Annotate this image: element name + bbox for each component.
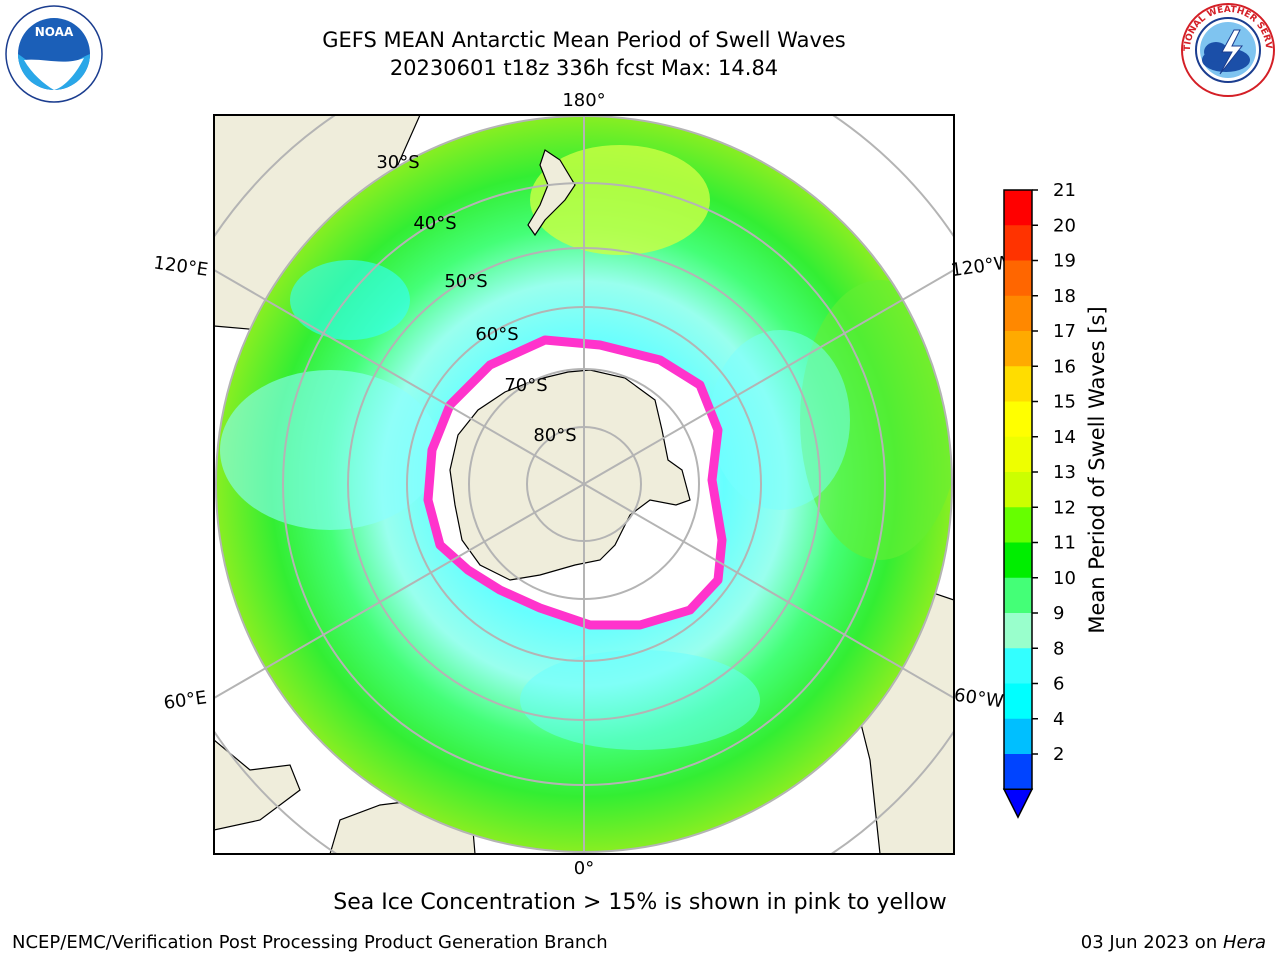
lon-label-120e: 120°E xyxy=(152,252,209,280)
colorbar: 21 20 19 18 17 16 15 14 13 12 11 10 9 8 6 4 2 xyxy=(1002,180,1076,819)
colorbar-extend-arrow xyxy=(1002,788,1034,819)
lat-label-80s: 80°S xyxy=(533,425,576,446)
noaa-logo: NOAA xyxy=(5,5,103,103)
colorbar-swatch xyxy=(1004,507,1032,543)
noaa-logo-text: NOAA xyxy=(35,25,74,39)
colorbar-swatch xyxy=(1004,472,1032,508)
colorbar-tick-label: 14 xyxy=(1053,427,1076,448)
lon-label-0: 0° xyxy=(574,858,594,879)
colorbar-tick-label: 18 xyxy=(1053,286,1076,307)
date-text: 03 Jun 2023 on xyxy=(1080,932,1223,953)
colorbar-tick-label: 17 xyxy=(1053,321,1076,342)
colorbar-tick-label: 21 xyxy=(1053,180,1076,201)
new-zealand-land xyxy=(527,149,576,237)
map-frame xyxy=(213,114,955,855)
colorbar-tick-label: 9 xyxy=(1053,603,1064,624)
colorbar-swatch xyxy=(1004,260,1032,297)
colorbar-tick-label: 19 xyxy=(1053,251,1076,272)
colorbar-swatch xyxy=(1004,295,1032,332)
colorbar-swatch xyxy=(1004,366,1032,402)
colorbar-tick-label: 15 xyxy=(1053,392,1076,413)
colorbar-tick-label: 20 xyxy=(1053,215,1076,236)
colorbar-tick-label: 6 xyxy=(1053,674,1064,695)
colorbar-swatch xyxy=(1004,613,1032,649)
host-text: Hera xyxy=(1222,932,1266,953)
date-stamp: 03 Jun 2023 on Hera xyxy=(1081,932,1266,953)
colorbar-swatch xyxy=(1004,331,1032,367)
lat-label-40s: 40°S xyxy=(413,213,456,234)
colorbar-tick-label: 2 xyxy=(1053,744,1064,765)
colorbar-swatch xyxy=(1004,754,1032,790)
lon-label-60w: 60°W xyxy=(953,685,1005,713)
colorbar-swatch xyxy=(1004,190,1032,226)
colorbar-tick-label: 12 xyxy=(1053,497,1076,518)
polar-map: 180° 120°E 120°W 60°E 60°W 0° 30°S 40°S … xyxy=(152,90,1109,879)
nws-logo: NATIONAL WEATHER SERVICE xyxy=(1176,2,1275,97)
colorbar-swatch xyxy=(1004,225,1032,261)
colorbar-tick-label: 8 xyxy=(1053,638,1064,659)
map-title: GEFS MEAN Antarctic Mean Period of Swell… xyxy=(322,28,846,52)
colorbar-swatch xyxy=(1004,683,1032,720)
colorbar-swatch xyxy=(1004,718,1032,755)
colorbar-swatch xyxy=(1004,577,1032,614)
map-subtitle: 20230601 t18z 336h fcst Max: 14.84 xyxy=(389,56,779,80)
colorbar-tick-label: 10 xyxy=(1053,568,1076,589)
lat-label-70s: 70°S xyxy=(504,375,547,396)
lat-label-60s: 60°S xyxy=(475,324,518,345)
colorbar-swatch xyxy=(1004,542,1032,579)
colorbar-tick-label: 16 xyxy=(1053,356,1076,377)
colorbar-swatch xyxy=(1004,436,1032,473)
lat-label-30s: 30°S xyxy=(376,152,419,173)
credit-text: NCEP/EMC/Verification Post Processing Pr… xyxy=(12,932,608,953)
colorbar-tick-label: 4 xyxy=(1053,709,1064,730)
colorbar-swatch xyxy=(1004,648,1032,684)
colorbar-label: Mean Period of Swell Waves [s] xyxy=(1085,306,1109,633)
colorbar-tick-label: 13 xyxy=(1053,462,1076,483)
colorbar-frame xyxy=(1003,189,1033,790)
colorbar-tick-label: 11 xyxy=(1053,533,1076,554)
lon-label-180: 180° xyxy=(562,90,605,111)
lat-label-50s: 50°S xyxy=(444,271,487,292)
lon-label-60e: 60°E xyxy=(162,687,208,714)
colorbar-swatch xyxy=(1004,401,1032,438)
sea-ice-note: Sea Ice Concentration > 15% is shown in … xyxy=(333,890,947,915)
